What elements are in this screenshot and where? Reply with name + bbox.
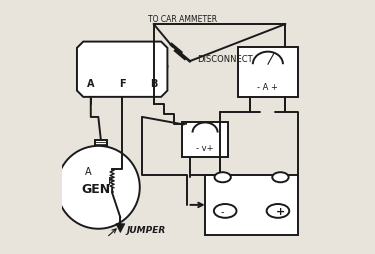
Text: -: -: [221, 207, 224, 217]
Polygon shape: [116, 224, 125, 232]
Circle shape: [57, 146, 140, 229]
Bar: [205, 175, 298, 235]
Text: A: A: [87, 79, 94, 89]
Text: - v+: - v+: [196, 144, 214, 153]
Text: DISCONNECT: DISCONNECT: [198, 55, 253, 64]
Text: TO CAR AMMETER: TO CAR AMMETER: [148, 15, 217, 24]
Bar: [238, 46, 298, 97]
Ellipse shape: [267, 204, 289, 218]
Text: F: F: [119, 79, 126, 89]
Ellipse shape: [214, 172, 231, 182]
Ellipse shape: [214, 204, 237, 218]
Text: +: +: [276, 207, 285, 217]
Text: F: F: [108, 177, 114, 187]
Text: GEN.: GEN.: [81, 183, 115, 196]
Bar: [94, 139, 107, 146]
Text: B: B: [150, 79, 157, 89]
Text: JUMPER: JUMPER: [127, 226, 166, 234]
Ellipse shape: [272, 172, 289, 182]
Circle shape: [158, 62, 167, 71]
Polygon shape: [77, 42, 167, 97]
Text: - A +: - A +: [258, 83, 278, 92]
Text: A: A: [85, 167, 92, 177]
Circle shape: [77, 62, 86, 71]
Bar: [183, 122, 228, 157]
